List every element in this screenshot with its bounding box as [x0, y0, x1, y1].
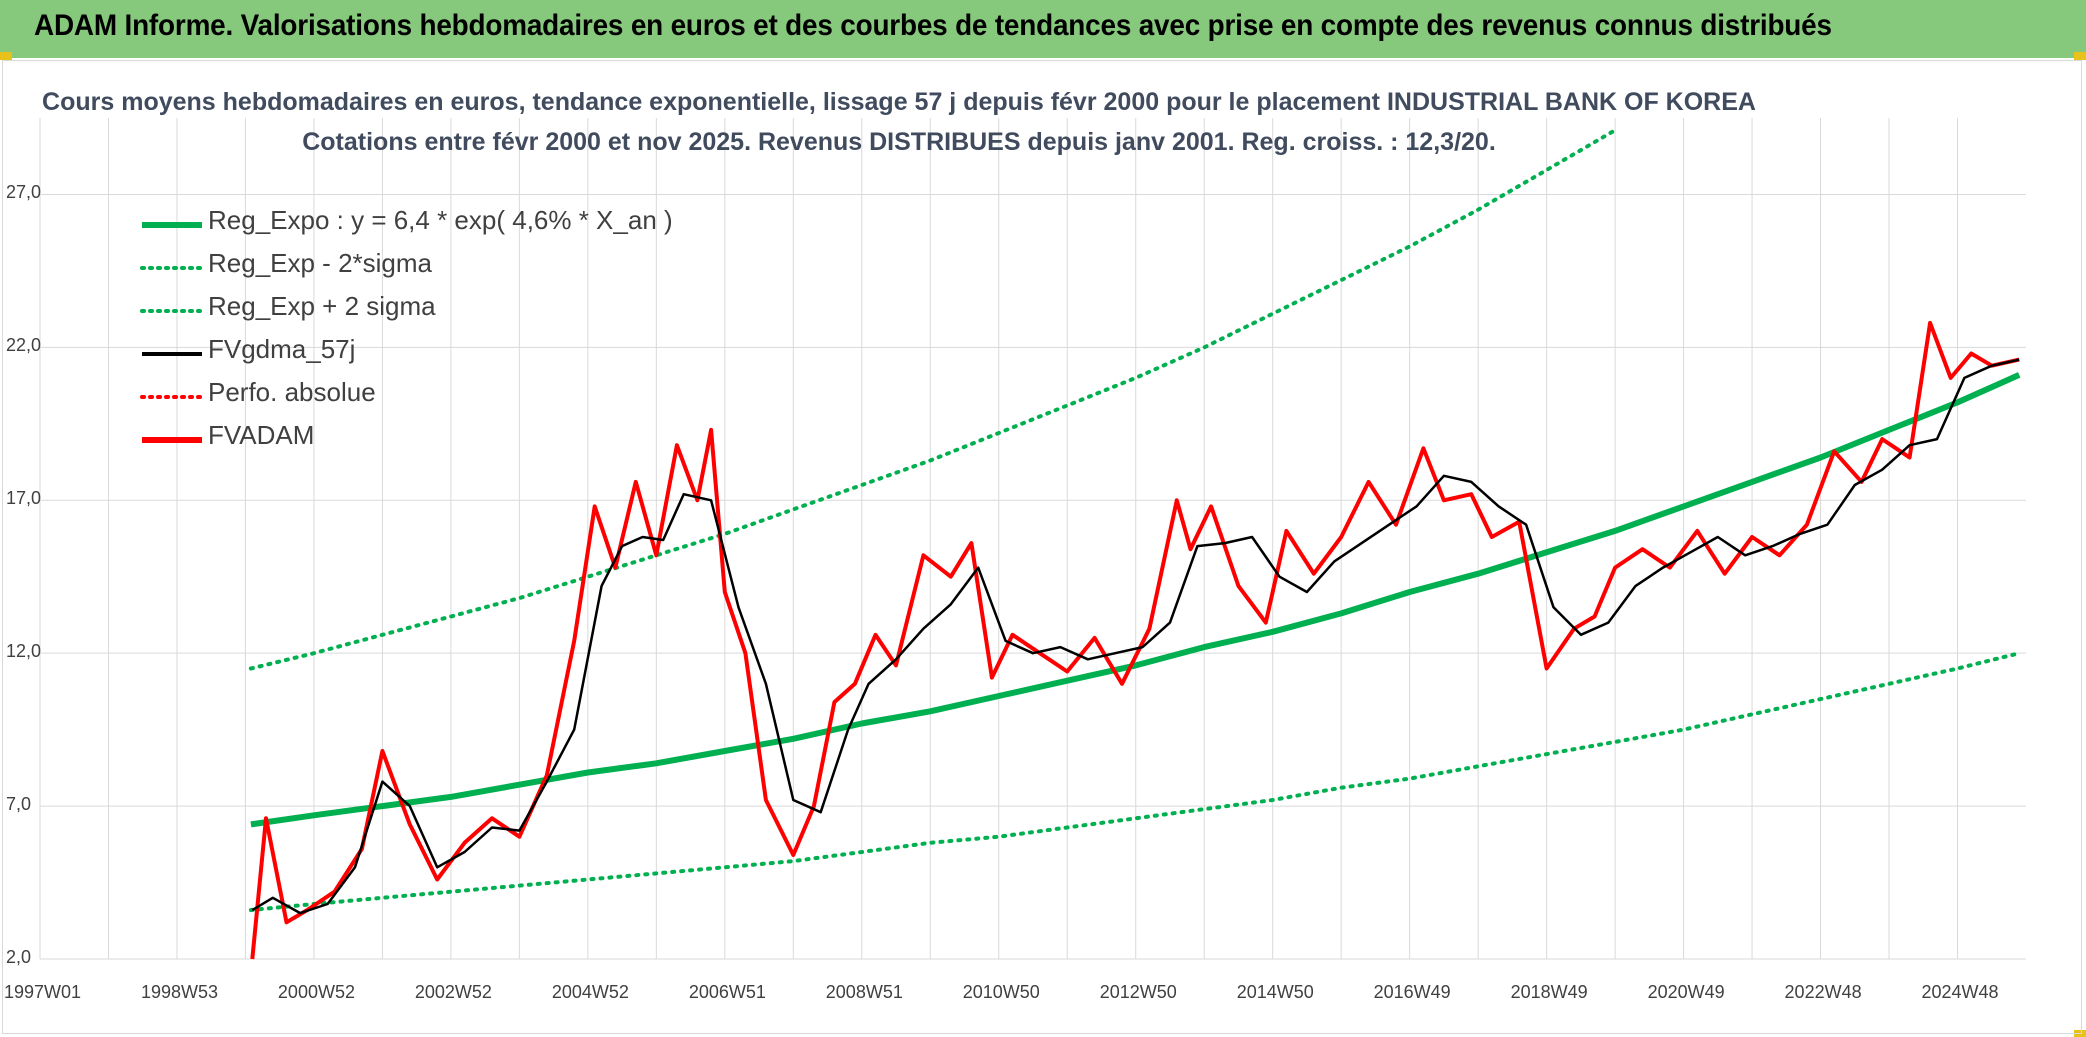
legend-item: Perfo. absolue	[140, 375, 740, 415]
legend-label: Reg_Expo : y = 6,4 * exp( 4,6% * X_an )	[208, 205, 673, 235]
grid-lines	[39, 118, 2026, 960]
legend-label: Reg_Exp + 2 sigma	[208, 291, 436, 321]
x-tick-label: 1997W01	[4, 982, 82, 1002]
legend-swatch	[142, 222, 202, 228]
legend-label: Reg_Exp - 2*sigma	[208, 248, 432, 278]
title-banner: ADAM Informe. Valorisations hebdomadaire…	[0, 0, 2086, 58]
series-line-lower-band	[248, 651, 2022, 913]
x-tick-label: 2022W48	[1784, 982, 1862, 1002]
x-tick-label: 2020W49	[1647, 982, 1725, 1002]
legend-label: FVgdma_57j	[208, 334, 356, 364]
chart-title-line-2: Cotations entre févr 2000 et nov 2025. R…	[302, 128, 1496, 156]
x-tick-label: 2006W51	[688, 982, 766, 1002]
x-tick-label: 2004W52	[551, 982, 629, 1002]
legend-item: FVADAM	[140, 418, 740, 458]
x-tick-label: 2012W50	[1099, 982, 1177, 1002]
series-line-fvgdma	[251, 358, 2020, 915]
legend-swatch	[140, 309, 204, 313]
legend-item: Reg_Exp + 2 sigma	[140, 289, 740, 329]
x-tick-label: 2002W52	[414, 982, 492, 1002]
y-tick-label: 22,0	[6, 335, 42, 356]
legend-swatch	[142, 437, 202, 443]
x-tick-label: 2010W50	[962, 982, 1040, 1002]
series-lines	[248, 128, 2022, 960]
legend-item: FVgdma_57j	[140, 332, 740, 372]
y-tick-label: 17,0	[6, 488, 42, 509]
legend-item: Reg_Expo : y = 6,4 * exp( 4,6% * X_an )	[140, 203, 740, 243]
y-tick-label: 2,0	[6, 947, 32, 967]
x-tick-label: 2000W52	[277, 982, 355, 1002]
series-line-upper-band	[248, 128, 1618, 671]
x-tick-label: 2008W51	[825, 982, 903, 1002]
series-line-reg-expo	[250, 372, 2021, 828]
series-line-fvadam	[250, 320, 2020, 960]
chart-frame	[2, 60, 2082, 1034]
x-tick-label: 1998W53	[140, 982, 219, 1002]
legend-item: Reg_Exp - 2*sigma	[140, 246, 740, 286]
legend-label: Perfo. absolue	[208, 377, 376, 407]
x-tick-label: 2024W48	[1921, 982, 1999, 1002]
legend-swatch	[140, 266, 204, 270]
legend-swatch	[140, 395, 204, 399]
corner-accent-left	[0, 52, 12, 60]
corner-accent-right	[2074, 52, 2086, 60]
y-tick-label: 27,0	[6, 182, 42, 203]
report-title: ADAM Informe. Valorisations hebdomadaire…	[34, 9, 1832, 42]
y-tick-label: 12,0	[6, 641, 42, 662]
legend-swatch	[142, 352, 202, 356]
x-tick-label: 2016W49	[1373, 982, 1451, 1002]
x-tick-label: 2014W50	[1236, 982, 1314, 1002]
chart-title-line-1: Cours moyens hebdomadaires en euros, ten…	[42, 88, 1756, 116]
y-tick-label: 7,0	[6, 794, 32, 815]
x-tick-label: 2018W49	[1510, 982, 1588, 1002]
legend-label: FVADAM	[208, 420, 315, 450]
